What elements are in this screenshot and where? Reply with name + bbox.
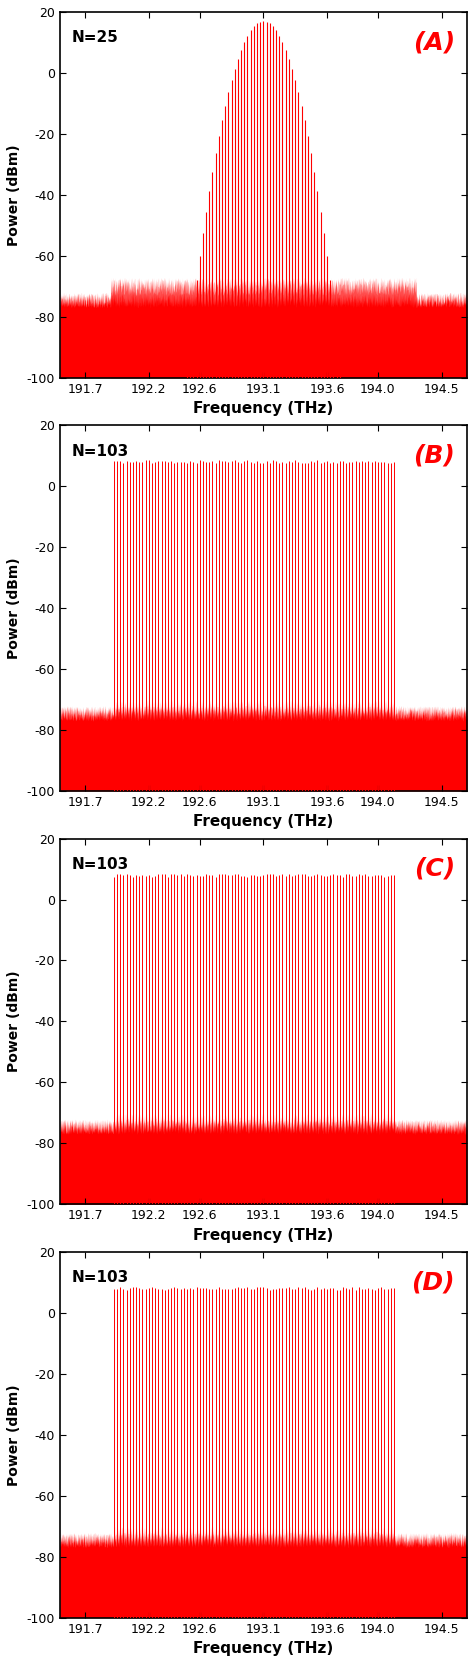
X-axis label: Frequency (THz): Frequency (THz) bbox=[193, 401, 334, 416]
Text: N=103: N=103 bbox=[72, 1271, 129, 1285]
X-axis label: Frequency (THz): Frequency (THz) bbox=[193, 815, 334, 830]
Text: (B): (B) bbox=[413, 444, 455, 467]
Text: N=103: N=103 bbox=[72, 444, 129, 459]
X-axis label: Frequency (THz): Frequency (THz) bbox=[193, 1641, 334, 1656]
Y-axis label: Power (dBm): Power (dBm) bbox=[7, 1384, 21, 1485]
Text: (C): (C) bbox=[414, 856, 455, 881]
Text: N=103: N=103 bbox=[72, 856, 129, 871]
Text: (A): (A) bbox=[413, 30, 455, 55]
Y-axis label: Power (dBm): Power (dBm) bbox=[7, 557, 21, 659]
Y-axis label: Power (dBm): Power (dBm) bbox=[7, 971, 21, 1073]
Text: (D): (D) bbox=[411, 1271, 455, 1294]
Text: N=25: N=25 bbox=[72, 30, 119, 45]
Y-axis label: Power (dBm): Power (dBm) bbox=[7, 145, 21, 246]
X-axis label: Frequency (THz): Frequency (THz) bbox=[193, 1227, 334, 1242]
